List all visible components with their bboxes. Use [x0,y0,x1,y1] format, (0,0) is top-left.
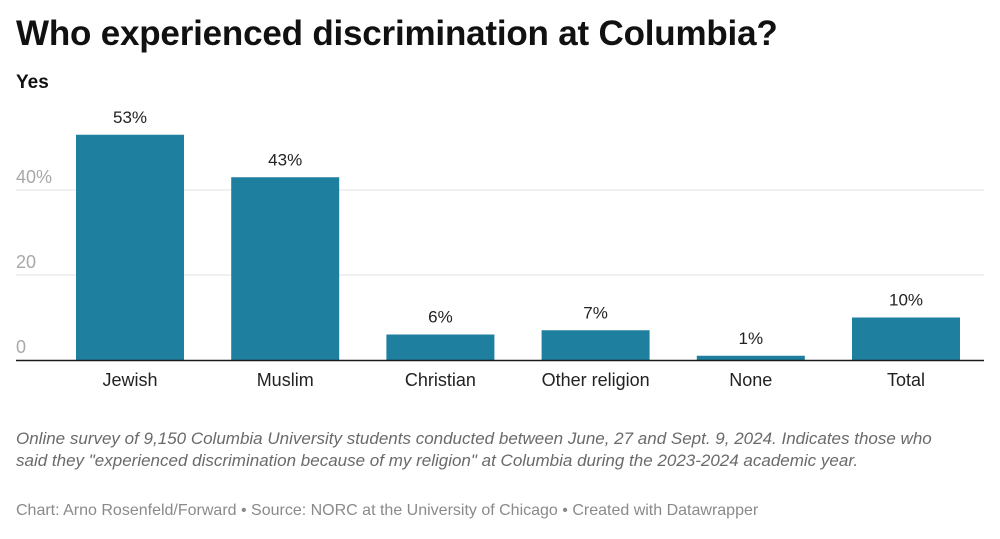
bar [76,134,184,360]
data-label: 53% [113,108,147,127]
bar [696,355,805,360]
data-label: 7% [583,303,608,322]
chart-credits: Chart: Arno Rosenfeld/Forward • Source: … [16,502,759,519]
category-label: Christian [405,370,476,390]
category-label: Other religion [542,370,650,390]
data-label: 6% [428,308,453,327]
bar [231,177,340,360]
chart-title: Who experienced discrimination at Columb… [16,14,778,53]
category-label: Muslim [257,370,314,390]
chart-notes: Online survey of 9,150 Columbia Universi… [16,429,932,470]
bar [541,330,650,360]
y-tick-label: 40% [16,167,52,187]
category-label: Total [887,370,925,390]
y-tick-label: 0 [16,337,26,357]
category-label: Jewish [102,370,157,390]
bar-chart: 0 20 40% 53% Jewish 43% Muslim 6% Christian 7% Oth… [16,108,984,390]
bar [386,334,495,360]
category-label: None [729,370,772,390]
bar [852,317,960,360]
y-tick-label: 20 [16,252,36,272]
chart-subtitle: Yes [16,72,49,93]
data-label: 1% [739,329,764,348]
data-label: 43% [268,150,302,169]
data-label: 10% [889,291,923,310]
